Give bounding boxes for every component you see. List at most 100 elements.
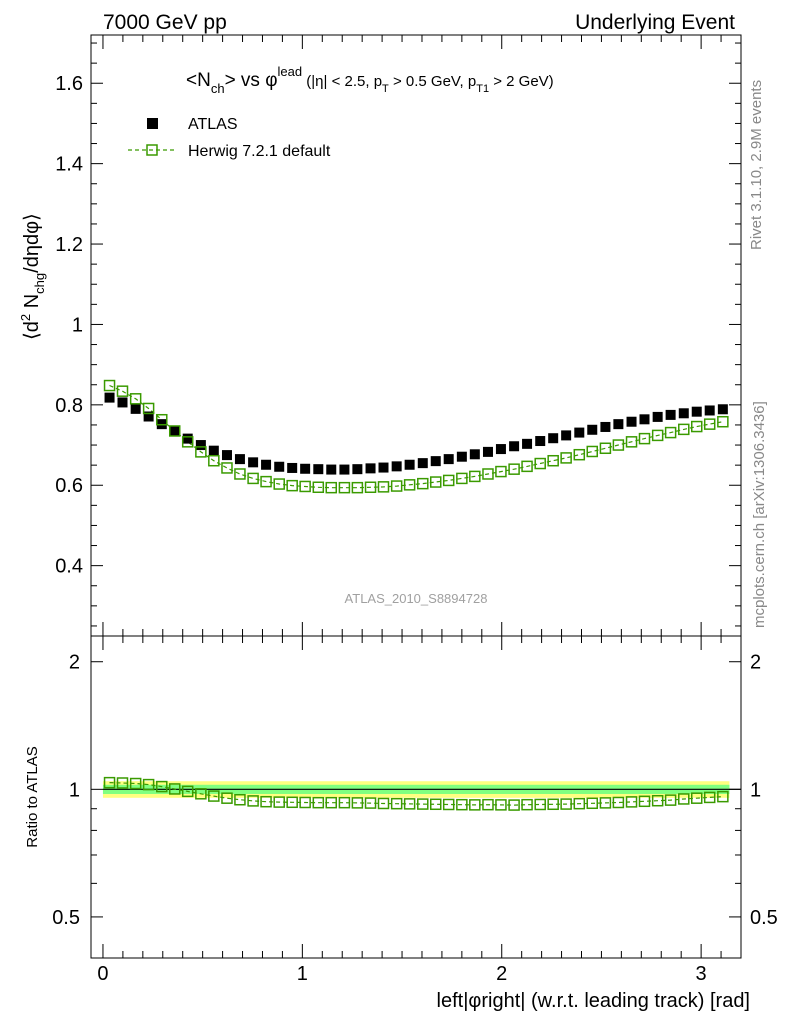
herwig-ratio-point	[429, 798, 442, 811]
legend-herwig-marker	[146, 144, 158, 156]
atlas-point	[104, 392, 115, 403]
herwig-ratio-point	[495, 799, 507, 811]
ylabel-mid: N	[21, 294, 43, 314]
atlas-point	[404, 459, 415, 470]
main-ytick-label: 1	[72, 314, 83, 336]
atlas-point	[234, 454, 245, 465]
herwig-ratio-point	[547, 798, 559, 811]
herwig-ratio-point	[116, 777, 129, 789]
herwig-ratio-point	[299, 796, 311, 809]
atlas-point	[639, 414, 650, 425]
legend: ATLAS Herwig 7.2.1 default	[128, 116, 331, 160]
herwig-point	[403, 479, 416, 491]
ylabel-pre: ⟨d	[21, 321, 43, 340]
herwig-point	[573, 448, 586, 461]
atlas-point	[691, 406, 702, 417]
herwig-ratio-point	[168, 783, 181, 795]
herwig-point	[325, 481, 338, 494]
atlas-point	[326, 464, 337, 475]
herwig-point	[703, 418, 716, 430]
ratio-panel: 0.5 0.5 1 1 2 2 0 1 2 3	[52, 635, 778, 985]
herwig-ratio-point	[260, 795, 272, 808]
herwig-ratio-point	[717, 790, 729, 803]
atlas-point	[600, 421, 611, 432]
herwig-ratio-point	[599, 797, 612, 809]
herwig-ratio-point	[364, 797, 377, 809]
x-tick-label: 0	[97, 963, 108, 985]
herwig-ratio-point	[377, 797, 390, 810]
atlas-point	[509, 441, 520, 452]
title-sub-t1: T1	[476, 83, 489, 95]
herwig-ratio-point	[625, 796, 638, 808]
herwig-point	[625, 436, 638, 448]
herwig-point	[338, 481, 351, 494]
atlas-point	[339, 464, 350, 475]
side-label-top: Rivet 3.1.10, 2.9M events	[748, 80, 765, 250]
atlas-point	[378, 462, 389, 473]
atlas-point	[574, 427, 585, 438]
herwig-point	[299, 480, 311, 493]
atlas-point	[352, 464, 363, 475]
atlas-point	[430, 456, 441, 467]
atlas-point	[456, 451, 467, 462]
herwig-ratio-point	[534, 798, 546, 811]
herwig-ratio-point	[338, 796, 351, 809]
atlas-point	[717, 404, 728, 415]
herwig-point	[377, 481, 390, 493]
atlas-point	[182, 433, 193, 444]
ratio-ytick-label: 2	[69, 652, 80, 674]
herwig-point	[221, 462, 233, 474]
atlas-point	[130, 403, 141, 414]
atlas-point	[482, 446, 493, 457]
title-mid: > vs	[225, 70, 266, 91]
herwig-point	[351, 481, 364, 494]
atlas-point	[665, 409, 676, 420]
atlas-point	[313, 464, 324, 475]
atlas-point	[443, 454, 454, 465]
herwig-ratio-point	[456, 798, 468, 811]
title-phi: φ	[265, 70, 277, 91]
atlas-point	[300, 463, 311, 474]
herwig-point	[521, 460, 533, 473]
herwig-ratio-point	[560, 798, 572, 810]
herwig-ratio-point	[234, 793, 246, 806]
herwig-point	[586, 445, 599, 458]
ylabel-sub: chg	[32, 273, 47, 294]
herwig-point	[234, 468, 246, 480]
herwig-ratio-point	[703, 791, 716, 804]
atlas-point	[169, 426, 180, 437]
legend-herwig-label: Herwig 7.2.1 default	[188, 143, 331, 160]
herwig-ratio-point	[469, 799, 481, 811]
atlas-point	[143, 411, 154, 422]
herwig-point	[312, 481, 325, 494]
herwig-point	[181, 436, 194, 448]
herwig-line	[109, 384, 724, 489]
herwig-point	[195, 446, 207, 458]
atlas-point	[652, 411, 663, 422]
atlas-point	[287, 462, 298, 473]
herwig-point	[534, 457, 546, 470]
herwig-point	[142, 402, 155, 415]
herwig-ratio-point	[312, 796, 325, 809]
ratio-ytick-label: 1	[69, 779, 80, 801]
herwig-ratio-point	[573, 797, 586, 810]
atlas-point	[522, 438, 533, 449]
herwig-point	[664, 426, 677, 439]
herwig-ratio-point	[508, 799, 520, 811]
main-ytick-label: 1.6	[55, 73, 83, 95]
main-ytick-label: 0.4	[55, 556, 83, 578]
herwig-ratio-point	[286, 796, 298, 809]
title-cond-a: (|η| < 2.5, p	[302, 73, 382, 90]
herwig-ratio-point	[351, 797, 364, 809]
herwig-ratio-point	[273, 796, 285, 808]
herwig-ratio-point	[442, 798, 455, 811]
ratio-ytick-label: 0.5	[52, 907, 80, 929]
herwig-ratio-point	[325, 796, 338, 809]
main-ytick-label: 1.4	[55, 154, 83, 176]
herwig-ratio-point	[221, 792, 233, 804]
herwig-point	[429, 476, 442, 488]
herwig-ratio-point	[482, 798, 494, 811]
x-tick-label: 1	[297, 963, 308, 985]
herwig-point	[168, 425, 181, 437]
